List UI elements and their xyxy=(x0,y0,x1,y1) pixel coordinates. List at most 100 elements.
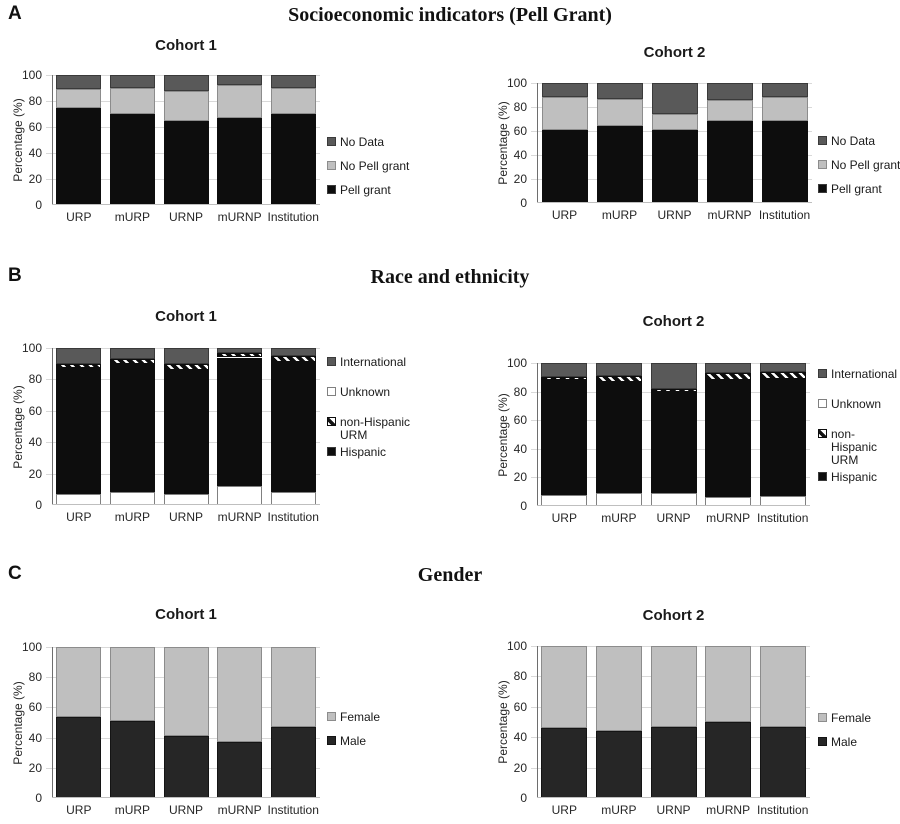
legend-swatch-black xyxy=(327,185,336,194)
category-label: URP xyxy=(551,208,578,222)
legend-swatch-lightgray xyxy=(818,160,827,169)
bar xyxy=(163,647,209,798)
y-tick-label: 40 xyxy=(513,148,527,162)
category-label: mURP xyxy=(601,803,637,817)
y-tick-label: 0 xyxy=(520,196,527,210)
bar-segment xyxy=(56,363,102,369)
bar-segment xyxy=(109,75,155,88)
bar xyxy=(541,646,588,798)
bar-segment xyxy=(109,721,155,798)
bar xyxy=(705,363,752,506)
y-tick-label: 100 xyxy=(506,639,527,653)
bar-segment xyxy=(56,368,102,494)
chart-subtitle: Cohort 2 xyxy=(642,607,705,624)
legend-item: Female xyxy=(327,711,380,724)
category-label: URNP xyxy=(168,510,204,524)
bar-segment xyxy=(109,359,155,364)
legend-label: International xyxy=(340,355,407,369)
bar-segment xyxy=(761,97,808,122)
bar-segment xyxy=(163,370,209,494)
bar-segment xyxy=(759,371,806,379)
y-axis-line xyxy=(537,363,538,506)
y-tick-label: 80 xyxy=(28,670,42,685)
bar-segment xyxy=(163,75,209,91)
bar-segment xyxy=(761,83,808,98)
bar xyxy=(217,647,263,798)
legend-label: Female xyxy=(340,710,381,724)
y-tick-label: 60 xyxy=(513,699,527,714)
bar-segment xyxy=(109,363,155,493)
y-tick-label: 20 xyxy=(513,470,527,485)
bar-segment xyxy=(109,114,155,205)
bar-segment xyxy=(541,129,588,203)
legend-item: Unknown xyxy=(327,386,420,399)
bar-segment xyxy=(270,347,316,356)
legend-label: non-Hispanic URM xyxy=(831,427,878,467)
bar-segment xyxy=(759,378,806,496)
plot-area xyxy=(46,75,320,205)
bar-segment xyxy=(163,90,209,121)
legend-label: Hispanic xyxy=(340,445,387,459)
bar-segment xyxy=(217,352,263,358)
bar xyxy=(56,75,102,205)
bar-segment xyxy=(595,646,642,732)
y-tick-label: 0 xyxy=(520,791,527,805)
y-tick-label: 60 xyxy=(28,403,42,418)
bar-segment xyxy=(596,98,643,127)
category-label: URNP xyxy=(168,803,204,817)
legend: No Data No Pell grant Pell grant xyxy=(818,135,900,196)
category-label: Institution xyxy=(758,208,811,222)
panel-letter-b: B xyxy=(8,265,22,286)
bar-segment xyxy=(217,75,263,86)
legend-swatch-black xyxy=(818,184,827,193)
legend-item: International xyxy=(327,356,420,369)
plot-area xyxy=(531,646,810,798)
legend-item: Pell grant xyxy=(818,183,900,196)
category-label: Institution xyxy=(267,210,319,224)
legend-item: Male xyxy=(818,736,871,749)
bar-segment xyxy=(109,88,155,114)
legend-item: Male xyxy=(327,735,380,748)
legend: No Data No Pell grant Pell grant xyxy=(327,136,409,197)
category-label: mURP xyxy=(601,208,638,222)
y-tick-label: 60 xyxy=(28,700,42,715)
category-label: mURNP xyxy=(217,803,262,817)
y-axis-title: Percentage (%) xyxy=(496,392,510,477)
bar xyxy=(109,75,155,205)
legend-swatch-darkgray xyxy=(818,369,827,378)
chart-subtitle: Cohort 2 xyxy=(642,313,705,330)
bar-segment xyxy=(56,716,102,798)
legend-swatch-white xyxy=(818,399,827,408)
y-tick-label: 100 xyxy=(21,341,42,355)
panel-title-race-ethnicity: Race and ethnicity xyxy=(370,266,530,288)
bar-segment xyxy=(163,736,209,798)
bar-segment xyxy=(56,75,102,90)
bar xyxy=(270,647,316,798)
legend-label: No Pell grant xyxy=(340,159,410,173)
y-tick-label: 40 xyxy=(28,146,42,160)
y-tick-label: 100 xyxy=(21,68,42,82)
category-label: mURP xyxy=(114,803,151,817)
y-tick-label: 0 xyxy=(35,198,42,212)
y-axis-line xyxy=(537,646,538,798)
bar-segment xyxy=(541,728,588,798)
bar xyxy=(270,347,316,505)
legend-swatch-lightgray xyxy=(327,161,336,170)
legend-swatch-male xyxy=(327,736,336,745)
bar-segment xyxy=(650,363,697,389)
bar xyxy=(650,646,697,798)
bar-segment xyxy=(541,97,588,130)
legend-swatch-darkgray xyxy=(818,136,827,145)
y-axis-title: Percentage (%) xyxy=(496,680,510,764)
panel-title-socioeconomic: Socioeconomic indicators (Pell Grant) xyxy=(288,4,612,26)
legend-item: Hispanic xyxy=(327,446,420,459)
legend-swatch-female xyxy=(818,713,827,722)
bar-segment xyxy=(761,121,808,203)
category-label: URP xyxy=(66,510,92,524)
legend-item: No Data xyxy=(327,136,409,149)
legend-label: Male xyxy=(831,735,858,749)
bar-segment xyxy=(705,363,752,373)
y-tick-label: 60 xyxy=(513,413,527,428)
category-label: mURP xyxy=(601,511,637,525)
